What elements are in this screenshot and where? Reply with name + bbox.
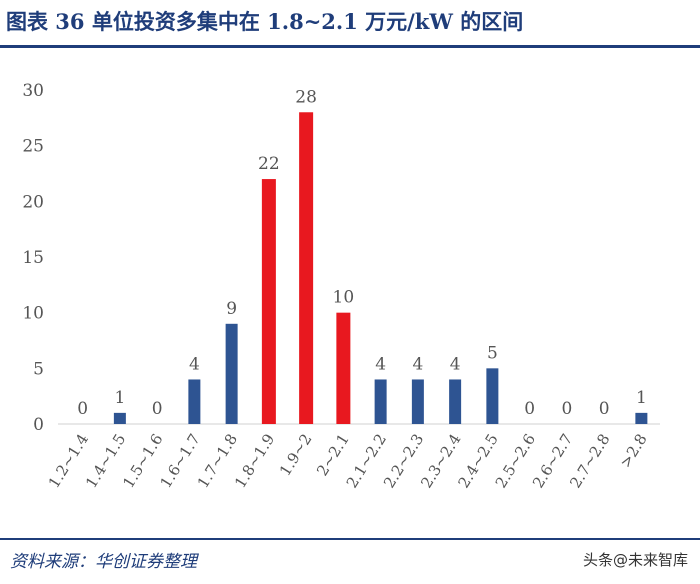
- bar-7: [336, 312, 351, 424]
- data-label-3: 4: [189, 354, 200, 374]
- data-label-15: 1: [636, 388, 647, 408]
- y-tick-label: 0: [33, 415, 44, 435]
- bar-3: [188, 379, 201, 424]
- data-label-13: 0: [561, 399, 572, 419]
- chart-title: 图表 36 单位投资多集中在 1.8~2.1 万元/kW 的区间: [6, 9, 524, 34]
- data-label-2: 0: [152, 399, 163, 419]
- bar-4: [225, 323, 238, 424]
- data-label-14: 0: [599, 399, 610, 419]
- bars: [113, 112, 648, 424]
- data-label-8: 4: [375, 354, 386, 374]
- data-label-5: 22: [258, 154, 280, 174]
- bar-15: [635, 412, 648, 424]
- bar-6: [299, 112, 314, 424]
- data-label-1: 1: [114, 388, 125, 408]
- bar-1: [113, 412, 126, 424]
- bar-5: [261, 179, 276, 424]
- y-tick-label: 25: [22, 137, 44, 157]
- x-tick-labels: 1.2~1.41.4~1.51.5~1.61.6~1.71.7~1.81.8~1…: [45, 431, 651, 492]
- title-bar: 图表 36 单位投资多集中在 1.8~2.1 万元/kW 的区间: [0, 0, 700, 48]
- footer-divider: [0, 538, 700, 540]
- source-note: 资料来源：华创证券整理: [10, 552, 197, 572]
- data-label-6: 28: [295, 87, 317, 107]
- data-label-9: 4: [412, 354, 423, 374]
- y-tick-label: 5: [33, 359, 44, 379]
- y-tick-label: 15: [22, 248, 44, 268]
- y-tick-label: 20: [22, 192, 44, 212]
- bar-9: [411, 379, 424, 424]
- data-label-4: 9: [226, 299, 237, 319]
- watermark: 头条@未来智库: [582, 551, 688, 569]
- data-label-11: 5: [487, 343, 498, 363]
- data-label-7: 10: [333, 288, 355, 308]
- y-tick-label: 30: [22, 81, 44, 101]
- data-label-0: 0: [77, 399, 88, 419]
- x-tick-label-15: >2.8: [616, 431, 651, 471]
- x-tick-label-6: 1.9~2: [276, 431, 316, 480]
- x-tick-label-7: 2~2.1: [313, 431, 353, 480]
- bar-11: [486, 368, 499, 424]
- title-divider: [0, 45, 700, 48]
- bar-10: [449, 379, 462, 424]
- data-label-10: 4: [450, 354, 461, 374]
- data-label-12: 0: [524, 399, 535, 419]
- y-axis: 0 5 10 15 20 25 30: [22, 81, 44, 435]
- bar-8: [374, 379, 387, 424]
- y-tick-label: 10: [22, 304, 44, 324]
